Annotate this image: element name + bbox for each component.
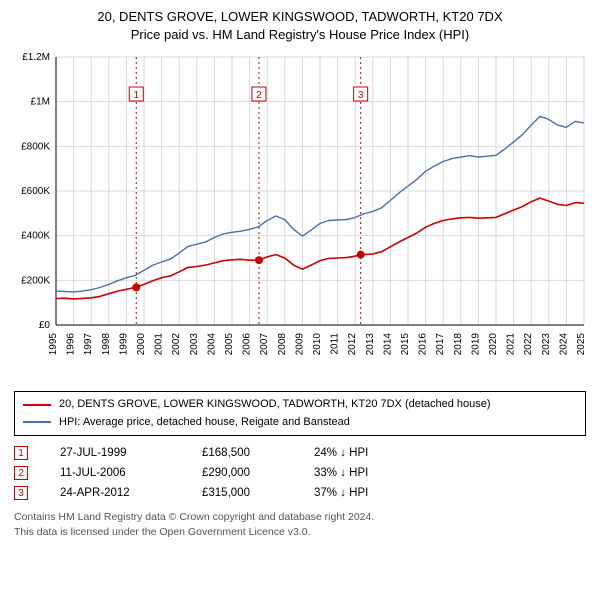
- transaction-hpi-delta: 37% ↓ HPI: [314, 487, 404, 499]
- svg-text:2005: 2005: [224, 333, 235, 356]
- transaction-row: 3 24-APR-2012 £315,000 37% ↓ HPI: [14, 486, 586, 500]
- svg-text:£0: £0: [39, 320, 51, 331]
- transaction-number: 3: [14, 486, 28, 500]
- transaction-hpi-delta: 33% ↓ HPI: [314, 467, 404, 479]
- svg-text:1999: 1999: [118, 333, 129, 356]
- footer-attribution: Contains HM Land Registry data © Crown c…: [14, 510, 586, 539]
- svg-text:2023: 2023: [541, 333, 552, 356]
- svg-text:2010: 2010: [312, 333, 323, 356]
- svg-text:2008: 2008: [277, 333, 288, 356]
- svg-text:1997: 1997: [83, 333, 94, 356]
- transaction-date: 24-APR-2012: [60, 487, 170, 499]
- transaction-price: £290,000: [202, 467, 282, 479]
- transaction-number: 2: [14, 466, 28, 480]
- legend-label: 20, DENTS GROVE, LOWER KINGSWOOD, TADWOR…: [59, 396, 491, 414]
- svg-text:£800K: £800K: [21, 141, 50, 152]
- svg-text:2013: 2013: [365, 333, 376, 356]
- svg-text:2022: 2022: [523, 333, 534, 356]
- svg-text:1995: 1995: [48, 333, 59, 356]
- transaction-price: £315,000: [202, 487, 282, 499]
- chart-title: 20, DENTS GROVE, LOWER KINGSWOOD, TADWOR…: [10, 8, 590, 43]
- legend: 20, DENTS GROVE, LOWER KINGSWOOD, TADWOR…: [14, 391, 586, 436]
- svg-text:2007: 2007: [259, 333, 270, 356]
- svg-text:£600K: £600K: [21, 186, 50, 197]
- svg-text:2003: 2003: [189, 333, 200, 356]
- line-chart: £0 £200K £400K £600K £800K £1M £1.2M 1995 1996 19…: [10, 49, 590, 379]
- svg-text:1996: 1996: [66, 333, 77, 356]
- svg-text:2012: 2012: [347, 333, 358, 356]
- svg-text:£1.2M: £1.2M: [22, 52, 50, 63]
- transactions-table: 1 27-JUL-1999 £168,500 24% ↓ HPI 2 11-JUL-200…: [14, 446, 586, 500]
- svg-text:2015: 2015: [400, 333, 411, 356]
- svg-text:2001: 2001: [154, 333, 165, 356]
- svg-text:2024: 2024: [558, 333, 569, 356]
- transaction-number: 1: [14, 446, 28, 460]
- transaction-row: 1 27-JUL-1999 £168,500 24% ↓ HPI: [14, 446, 586, 460]
- transaction-hpi-delta: 24% ↓ HPI: [314, 447, 404, 459]
- legend-item: HPI: Average price, detached house, Reig…: [23, 414, 577, 432]
- legend-swatch: [23, 421, 51, 423]
- transaction-price: £168,500: [202, 447, 282, 459]
- svg-text:2006: 2006: [242, 333, 253, 356]
- title-line1: 20, DENTS GROVE, LOWER KINGSWOOD, TADWOR…: [10, 8, 590, 26]
- svg-text:1998: 1998: [101, 333, 112, 356]
- transaction-date: 27-JUL-1999: [60, 447, 170, 459]
- page: 20, DENTS GROVE, LOWER KINGSWOOD, TADWOR…: [0, 0, 600, 550]
- svg-text:2002: 2002: [171, 333, 182, 356]
- transaction-row: 2 11-JUL-2006 £290,000 33% ↓ HPI: [14, 466, 586, 480]
- svg-text:£1M: £1M: [31, 97, 50, 108]
- svg-text:£200K: £200K: [21, 275, 50, 286]
- legend-label: HPI: Average price, detached house, Reig…: [59, 414, 350, 432]
- title-line2: Price paid vs. HM Land Registry's House …: [10, 26, 590, 44]
- legend-item: 20, DENTS GROVE, LOWER KINGSWOOD, TADWOR…: [23, 396, 577, 414]
- svg-text:2016: 2016: [418, 333, 429, 356]
- chart-area: £0 £200K £400K £600K £800K £1M £1.2M 1995 1996 19…: [10, 49, 590, 379]
- svg-text:2011: 2011: [330, 333, 341, 355]
- footer-line1: Contains HM Land Registry data © Crown c…: [14, 510, 586, 525]
- svg-text:2014: 2014: [382, 333, 393, 356]
- svg-text:2018: 2018: [453, 333, 464, 356]
- svg-text:2: 2: [256, 90, 262, 101]
- svg-text:3: 3: [358, 90, 364, 101]
- svg-text:2000: 2000: [136, 333, 147, 356]
- footer-line2: This data is licensed under the Open Gov…: [14, 525, 586, 540]
- transaction-date: 11-JUL-2006: [60, 467, 170, 479]
- svg-text:2017: 2017: [435, 333, 446, 356]
- legend-swatch: [23, 404, 51, 406]
- svg-text:2020: 2020: [488, 333, 499, 356]
- svg-text:1: 1: [133, 90, 139, 101]
- svg-text:£400K: £400K: [21, 231, 50, 242]
- svg-text:2021: 2021: [506, 333, 517, 356]
- svg-text:2025: 2025: [576, 333, 587, 356]
- svg-text:2019: 2019: [470, 333, 481, 356]
- svg-text:2004: 2004: [206, 333, 217, 356]
- svg-text:2009: 2009: [294, 333, 305, 356]
